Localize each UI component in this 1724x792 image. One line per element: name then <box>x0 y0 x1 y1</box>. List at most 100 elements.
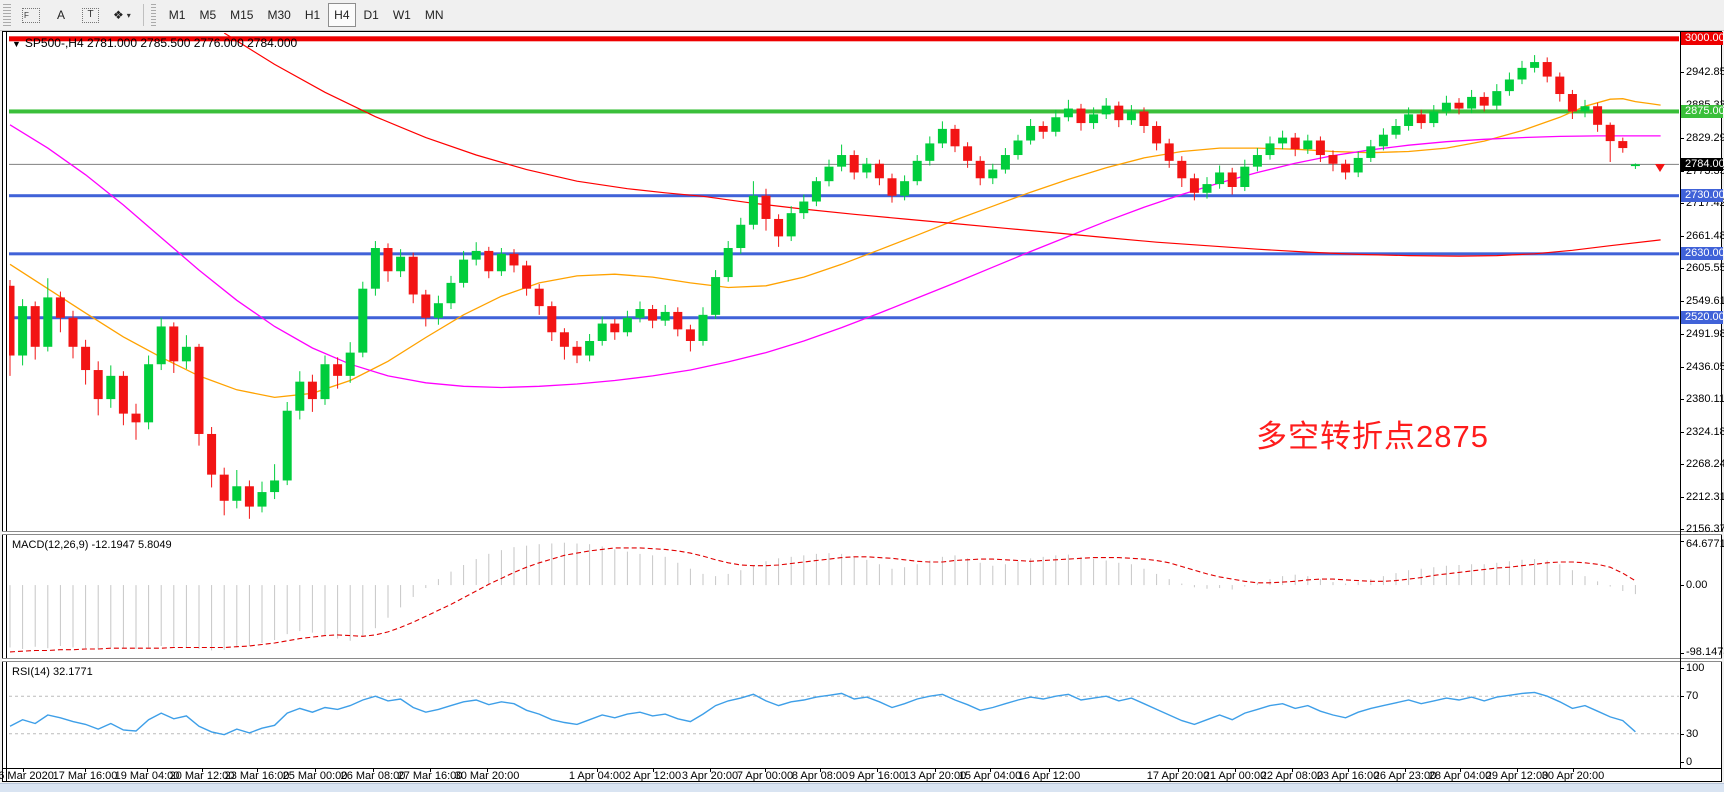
candle-body <box>446 282 456 304</box>
candle-body <box>484 250 494 272</box>
candle-body <box>1404 114 1414 126</box>
candle-body <box>1227 172 1237 187</box>
axis-tick <box>1680 334 1684 336</box>
time-tick <box>1348 769 1349 772</box>
timeframe-button-H4[interactable]: H4 <box>328 3 356 27</box>
candle-body <box>244 486 254 507</box>
axis-tick <box>1680 496 1684 498</box>
axis-tick <box>1680 733 1684 735</box>
candle-body <box>585 340 595 356</box>
time-tick-label: 23 Mar 16:00 <box>224 770 290 782</box>
toolbar-separator <box>142 4 144 26</box>
candle-body <box>1429 111 1439 124</box>
axis-tick <box>1680 72 1684 74</box>
time-tick-label: 27 Mar 16:00 <box>397 770 463 782</box>
candle-body <box>622 317 632 333</box>
time-axis-line <box>2 768 1722 769</box>
candle-body <box>1252 155 1262 167</box>
timeframe-button-H1[interactable]: H1 <box>299 3 326 27</box>
candle-body <box>635 309 645 318</box>
time-tick-label: 29 Apr 12:00 <box>1485 770 1549 782</box>
candle-body <box>370 248 380 289</box>
timeframe-button-M1[interactable]: M1 <box>163 3 192 27</box>
time-tick-label: 21 Apr 00:00 <box>1203 770 1267 782</box>
price-tick-label: 2268.245 <box>1686 458 1724 471</box>
price-tick-label: 2491.985 <box>1686 328 1724 341</box>
candle-body <box>698 314 708 341</box>
timeframe-button-W1[interactable]: W1 <box>387 3 417 27</box>
chart-window <box>2 31 1722 782</box>
rsi-scale-label: 30 <box>1686 727 1699 740</box>
candle-body <box>219 474 229 501</box>
candle-body <box>295 381 305 411</box>
time-tick <box>597 769 598 772</box>
time-tick <box>1235 769 1236 772</box>
axis-tick <box>1680 431 1684 433</box>
text-label-button[interactable]: T <box>76 3 105 27</box>
candle-body <box>345 352 355 376</box>
candle-body <box>685 329 695 341</box>
candle-body <box>1593 106 1603 125</box>
candle-body <box>1366 146 1376 158</box>
toolbar-drag-handle[interactable] <box>3 4 11 26</box>
candle-body <box>900 181 910 196</box>
macd-signal-line <box>9 547 1636 653</box>
candle-body <box>975 160 985 179</box>
candle-body <box>1215 172 1225 185</box>
candle-body <box>1630 164 1640 167</box>
time-tick <box>1405 769 1406 772</box>
timeframe-button-M15[interactable]: M15 <box>224 3 259 27</box>
time-tick <box>765 769 766 772</box>
candle-body <box>1416 114 1426 124</box>
chart-title-text: SP500-,H4 2781.000 2785.500 2776.000 278… <box>24 36 298 50</box>
candle-body <box>1089 114 1099 124</box>
time-tick <box>653 769 654 772</box>
panel-separator-rsi[interactable] <box>2 658 1722 662</box>
chevron-down-icon: ▾ <box>126 10 131 20</box>
candle-body <box>937 128 947 144</box>
candle-body <box>1101 105 1111 115</box>
time-tick <box>1573 769 1574 772</box>
time-tick-label: 22 Apr 08:00 <box>1260 770 1324 782</box>
time-tick <box>990 769 991 772</box>
time-tick-label: 1 Apr 04:00 <box>568 770 626 782</box>
macd-panel <box>9 542 1636 653</box>
candle-body <box>459 259 469 283</box>
candle-body <box>358 288 368 353</box>
price-tick-label: 2380.115 <box>1686 393 1724 406</box>
main-price-panel <box>9 33 1679 519</box>
letter-a-icon: A <box>56 8 65 22</box>
price-tick-label: 2436.050 <box>1686 360 1724 373</box>
time-tick-label: 23 Apr 16:00 <box>1316 770 1380 782</box>
candle-body <box>1000 155 1010 170</box>
timeframe-button-D1[interactable]: D1 <box>358 3 385 27</box>
candle-body <box>1076 108 1086 124</box>
axis-tick <box>1680 235 1684 237</box>
timeframe-drag-handle[interactable] <box>150 4 156 26</box>
candle-body <box>572 346 582 356</box>
chart-shift-button[interactable]: F <box>16 3 46 27</box>
candle-body <box>1139 111 1149 126</box>
price-badge-2784.000: 2784.000 <box>1681 157 1724 171</box>
candle-body <box>93 370 103 400</box>
panel-separator-macd[interactable] <box>2 531 1722 535</box>
annotate-text-button[interactable]: A <box>48 3 74 27</box>
level-line-2730 <box>9 194 1679 198</box>
candle-body <box>1479 96 1489 106</box>
candle-body <box>1555 76 1565 95</box>
candle-body <box>181 346 191 362</box>
candle-body <box>610 323 620 333</box>
timeframe-button-M5[interactable]: M5 <box>193 3 222 27</box>
time-tick <box>1460 769 1461 772</box>
timeframe-button-MN[interactable]: MN <box>419 3 450 27</box>
timeframe-button-M30[interactable]: M30 <box>261 3 296 27</box>
candle-body <box>1378 134 1388 147</box>
axis-tick <box>1680 696 1684 698</box>
price-tick-label: 2324.180 <box>1686 425 1724 438</box>
candle-body <box>207 433 217 475</box>
time-tick-label: 30 Apr 20:00 <box>1541 770 1605 782</box>
objects-dropdown-button[interactable]: ❖ ▾ <box>107 3 137 27</box>
candle-body <box>811 181 821 202</box>
candle-body <box>711 277 721 315</box>
